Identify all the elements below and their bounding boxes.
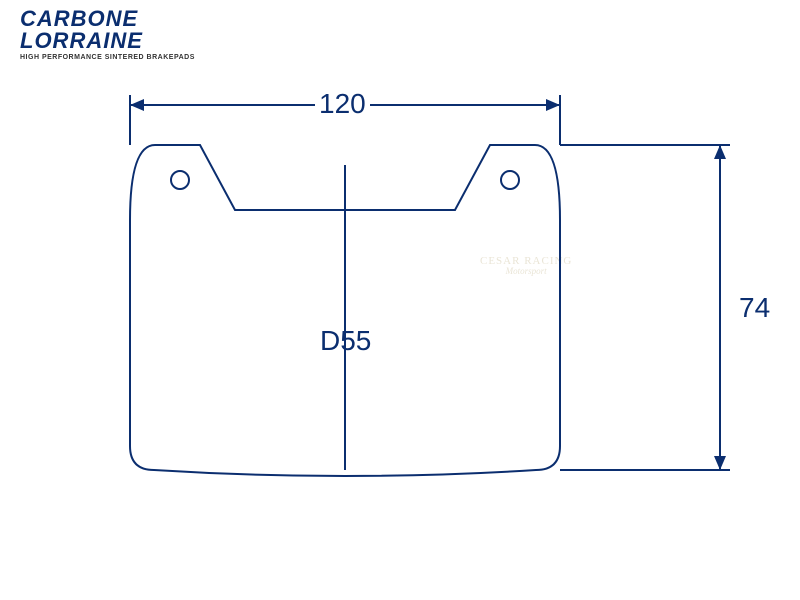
technical-diagram bbox=[0, 0, 800, 600]
dim-height-arrow-bottom bbox=[714, 456, 726, 470]
dim-width-arrow-right bbox=[546, 99, 560, 111]
dim-height bbox=[560, 145, 730, 470]
brake-pad-outline bbox=[130, 145, 560, 476]
dim-height-label: 74 bbox=[735, 292, 774, 324]
mounting-hole-right bbox=[501, 171, 519, 189]
dim-height-arrow-top bbox=[714, 145, 726, 159]
dim-width-arrow-left bbox=[130, 99, 144, 111]
drawing-canvas: CARBONE LORRAINE HIGH PERFORMANCE SINTER… bbox=[0, 0, 800, 600]
dim-width-label: 120 bbox=[315, 88, 370, 120]
center-label: D55 bbox=[320, 325, 371, 357]
mounting-hole-left bbox=[171, 171, 189, 189]
